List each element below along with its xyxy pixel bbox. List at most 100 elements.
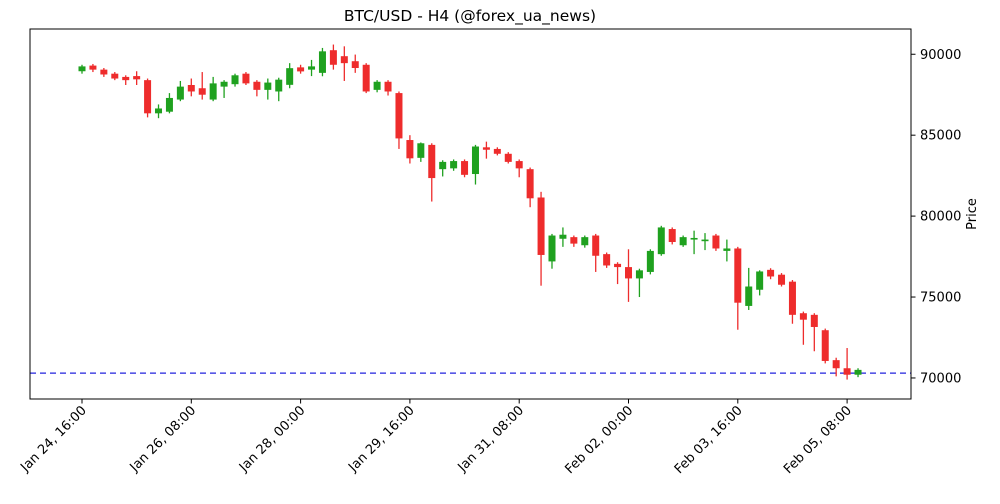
x-tick-label: Jan 28, 00:00 [236,403,308,475]
candle [712,233,720,251]
candle-body [373,81,381,90]
candle-body [690,237,698,240]
candle-body [493,148,501,154]
candle-body [482,147,490,150]
candle [570,235,578,247]
candle-body [799,313,807,320]
candle [176,80,184,102]
candle-body [625,267,632,279]
candle [799,311,807,345]
candle [461,159,469,178]
candles-layer [78,44,862,380]
candle [231,73,239,87]
candle [253,80,261,97]
candle [450,159,458,171]
candle-body [297,67,305,72]
candle [373,80,381,93]
candle-body [220,81,228,87]
candle-body [406,140,414,159]
candle [559,227,567,247]
candle-body [187,85,195,92]
candle-body [417,143,425,158]
candle-body [395,93,403,139]
candle-body [756,271,764,290]
candle-body [614,263,622,268]
candle [592,233,600,272]
candle-body [854,369,862,375]
candle [209,76,217,102]
candle-body [318,51,326,73]
candle-body [832,360,840,369]
y-tick-label: 80000 [920,210,961,225]
candle [832,357,840,377]
candle-body [788,281,796,315]
candle [548,233,556,269]
candle-body [537,197,545,255]
candle [384,80,392,96]
candle [515,159,523,178]
candle [187,78,195,97]
x-tick-label: Feb 05, 08:00 [781,403,855,477]
candle-body [635,270,643,279]
candle-body [767,269,775,277]
candle [417,142,425,162]
candle-body [646,250,654,272]
candle [668,227,676,245]
candle-body [471,146,479,175]
candle-body [668,229,676,243]
candle-body [745,286,753,306]
candle-body [176,86,184,100]
y-tick-label: 90000 [920,48,961,63]
candle [810,313,818,352]
candle [395,91,403,149]
candle [155,104,163,119]
candle [242,72,250,86]
x-tick-label: Jan 24, 16:00 [17,403,89,475]
candle [767,268,775,280]
candle [144,78,152,118]
candle [493,147,501,156]
candle-body [308,66,316,70]
candle-body [843,368,851,375]
candle [778,273,786,287]
candle [362,63,370,94]
candle [286,63,294,89]
candle-body [603,254,611,266]
candle [646,249,654,275]
candle [220,80,228,98]
candle-body [89,65,97,70]
candle-body [570,237,578,244]
candle-body [461,161,469,175]
candle-body [450,161,458,169]
candle-body [821,330,829,361]
candle [439,160,447,177]
candle-body [734,248,742,303]
candle [308,59,316,77]
y-axis-title: Price [965,198,980,230]
candle [100,68,108,77]
candle [581,235,589,248]
candle [275,77,283,102]
candle-body [515,161,523,169]
candle-body [100,69,108,75]
candle [734,246,742,330]
chart-title: BTC/USD - H4 (@forex_ua_news) [344,7,596,26]
candle-body [559,234,567,239]
candle [690,230,698,255]
candle-body [144,80,152,114]
candle-body [592,235,600,256]
candle [723,239,731,262]
candle-body [384,81,392,92]
candle-body [723,248,731,251]
candle-body [78,66,86,72]
candle-body [133,76,141,80]
candle [406,135,414,164]
candle [111,72,119,81]
candle-body [264,82,272,90]
candle-body [111,73,119,79]
candle-body [122,76,130,81]
candle [351,54,359,73]
candle-body [712,235,720,249]
candle-body [526,169,534,199]
